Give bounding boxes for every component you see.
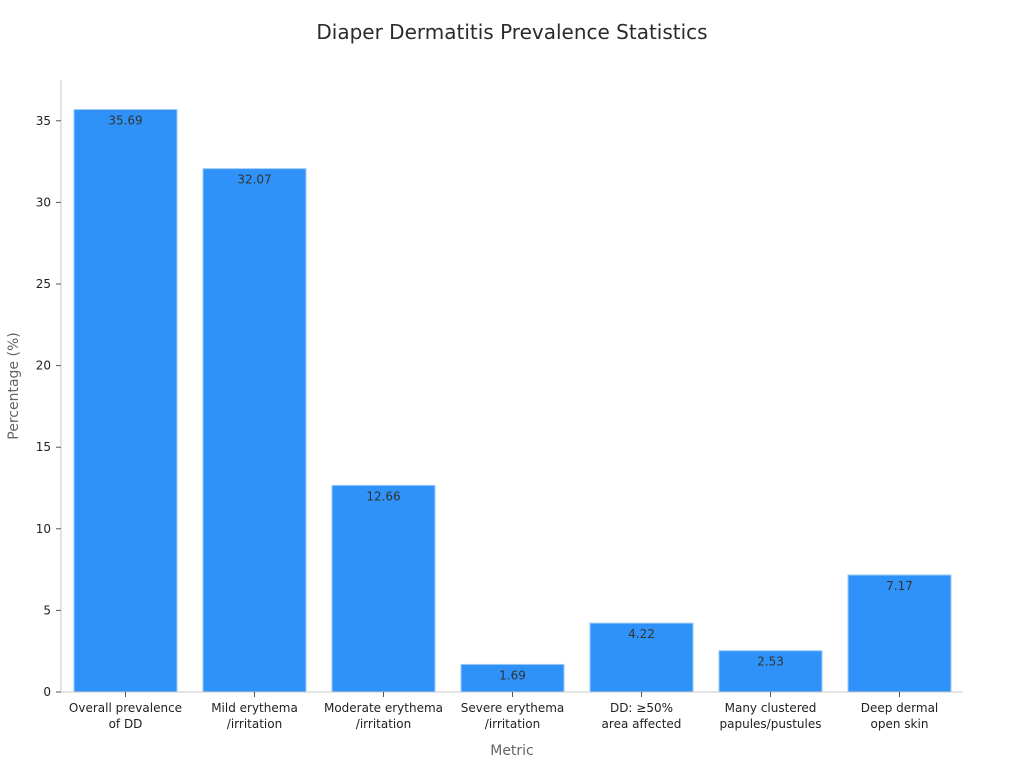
value-labels-group: 35.69 32.07 12.66 1.69 4.22 2.53 7.17 (108, 114, 913, 683)
x-axis: Overall prevalence of DD Mild erythema/irr… (61, 691, 963, 731)
x-tick-label: Severe erythema/irritation (461, 701, 565, 731)
x-tick-label: Deep dermal open skin (861, 701, 939, 731)
bar (589, 622, 694, 693)
y-tick-label: 10 (36, 522, 51, 536)
x-axis-label: Metric (490, 743, 534, 759)
y-tick-label: 15 (36, 440, 51, 454)
y-tick-label: 35 (36, 114, 51, 128)
y-tick-label: 30 (36, 195, 51, 209)
bar (847, 574, 952, 693)
x-tick-label: Mild erythema/irritation (211, 701, 298, 731)
x-tick-label: DD: ≥50% area affected (602, 701, 682, 731)
bar (718, 650, 823, 693)
bar-value-label: 4.22 (628, 627, 655, 641)
bar (73, 109, 178, 693)
bar-value-label: 35.69 (108, 114, 142, 128)
x-tick-label: Overall prevalence of DD (69, 701, 182, 731)
bars-group (73, 109, 952, 693)
y-axis-label: Percentage (%) (6, 332, 22, 439)
x-tick-label: Many clustered papules/pustules (720, 701, 822, 731)
bar (202, 168, 307, 693)
bar-value-label: 32.07 (237, 173, 271, 187)
bar-value-label: 1.69 (499, 668, 526, 682)
chart-title: Diaper Dermatitis Prevalence Statistics (316, 20, 708, 44)
x-tick-label: Moderate erythema/irritation (324, 701, 443, 731)
y-tick-label: 0 (43, 685, 51, 699)
y-axis: 0 5 10 15 20 25 30 35 (36, 80, 62, 699)
bar-value-label: 2.53 (757, 655, 784, 669)
y-tick-label: 25 (36, 277, 51, 291)
y-tick-label: 20 (36, 359, 51, 373)
bar-value-label: 7.17 (886, 579, 913, 593)
bar (460, 663, 565, 693)
bar-value-label: 12.66 (366, 489, 400, 503)
bar (331, 484, 436, 693)
y-tick-label: 5 (43, 603, 51, 617)
